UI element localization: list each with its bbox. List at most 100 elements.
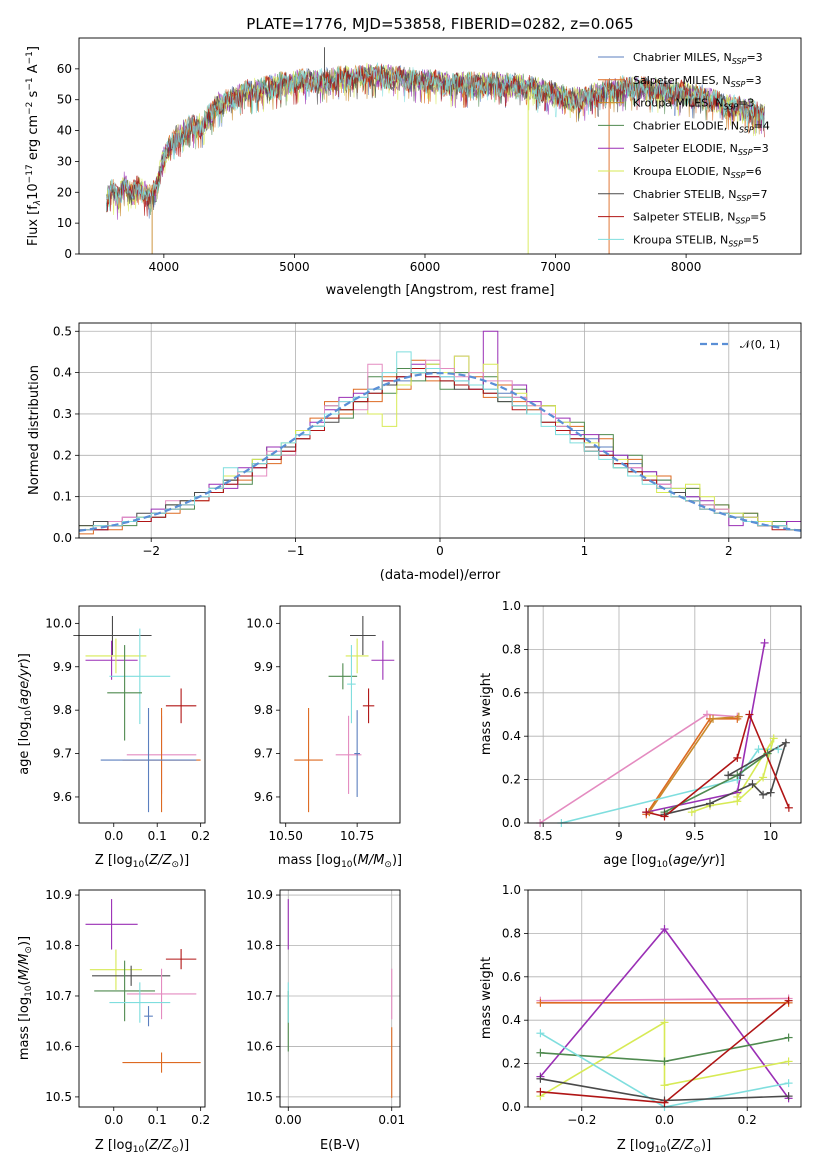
legend-entry: Chabrier ELODIE, NSSP=4: [633, 119, 770, 134]
weight_vs_age-ytick-label: 0.8: [502, 642, 521, 656]
weight_vs_Z-xtick-label: 0.0: [655, 1113, 674, 1127]
weight_vs_Z-ytick-label: 1.0: [502, 883, 521, 897]
age_vs_Z-ytick-label: 9.6: [53, 790, 72, 804]
mass_vs_EBV-xtick-label: 0.01: [378, 1113, 405, 1127]
mass-Z-xlabel: Z [log10(Z/Z⊙)]: [95, 1138, 189, 1155]
residuals-ytick-label: 0.5: [53, 324, 72, 338]
weight_vs_age-ytick-label: 0.6: [502, 686, 521, 700]
spectrum-axes: [75, 68, 687, 258]
weight_vs_age-frame: [527, 605, 802, 824]
age_vs_mass-ytick-label: 9.9: [254, 660, 273, 674]
spectrum-xtick-label: 5000: [279, 260, 310, 274]
mass_vs_EBV-ytick-label: 10.7: [246, 989, 273, 1003]
age_vs_mass-axes: [276, 622, 358, 827]
residuals-ytick-label: 0.4: [53, 366, 72, 380]
weight_vs_age-ytick-label: 0.4: [502, 729, 521, 743]
residuals-ytick-label: 0.0: [53, 531, 72, 545]
weight-line: [540, 997, 789, 1002]
mass_vs_EBV-frame: [279, 889, 401, 1108]
spectrum-ytick-label: 10: [57, 216, 72, 230]
mass_vs_Z-xtick-label: 0.1: [148, 1113, 167, 1127]
legend-entry: Salpeter STELIB, NSSP=5: [633, 211, 766, 226]
mass-Z-ylabel: mass [log10(M/M⊙)]: [17, 936, 34, 1060]
age_vs_Z-xtick-label: 0.1: [148, 829, 167, 843]
legend-entry: Kroupa ELODIE, NSSP=6: [633, 165, 762, 180]
mass-EBV-xlabel: E(B-V): [320, 1138, 360, 1153]
weight_vs_Z-ytick-label: 0.2: [502, 1057, 521, 1071]
spectrum-xtick-label: 6000: [410, 260, 441, 274]
residuals-ytick-label: 0.3: [53, 407, 72, 421]
age_vs_Z-xtick-label: 0.0: [104, 829, 123, 843]
weight_vs_age-ytick-label: 0.0: [502, 816, 521, 830]
figure-title: PLATE=1776, MJD=53858, FIBERID=0282, z=0…: [246, 15, 633, 33]
mass_vs_Z-ytick-label: 10.7: [45, 989, 72, 1003]
mass_vs_EBV-ytick-label: 10.8: [246, 939, 273, 953]
spectrum-xtick-label: 8000: [671, 260, 702, 274]
spectrum-xtick-label: 7000: [540, 260, 571, 274]
weight-age-xlabel: age [log10(age/yr)]: [603, 853, 725, 870]
spectrum-ylabel: Flux [fλ10−17 erg cm−2 s−1 A−1]: [25, 46, 43, 246]
mass_vs_EBV-xtick-label: 0.00: [275, 1113, 302, 1127]
age_vs_mass-ytick-label: 9.7: [254, 747, 273, 761]
weight_vs_age-ytick-label: 0.2: [502, 773, 521, 787]
weight_vs_age-xtick-label: 10: [763, 829, 778, 843]
weight_vs_age-ytick-label: 1.0: [502, 599, 521, 613]
mass_vs_EBV-ytick-label: 10.5: [246, 1090, 273, 1104]
residuals-xtick-label: 2: [725, 544, 733, 558]
age_vs_Z-ytick-label: 9.9: [53, 660, 72, 674]
mass_vs_Z-frame: [78, 889, 206, 1108]
age_vs_mass-ytick-label: 9.8: [254, 703, 273, 717]
legend-entry: Kroupa STELIB, NSSP=5: [633, 233, 759, 248]
mass_vs_EBV-ytick-label: 10.6: [246, 1039, 273, 1053]
mass_vs_EBV-axes: [276, 890, 400, 1111]
weight-line: [646, 712, 790, 818]
spectrum-ytick-label: 60: [57, 62, 72, 76]
spectrum-ytick-label: 0: [64, 247, 72, 261]
residuals-xtick-label: 0: [436, 544, 444, 558]
weight_vs_age-lines: [539, 642, 790, 823]
spectrum-ytick-label: 50: [57, 93, 72, 107]
weight_vs_Z-frame: [527, 889, 802, 1108]
spectrum-series-line: [106, 62, 765, 212]
legend-entry: Salpeter ELODIE, NSSP=3: [633, 142, 769, 157]
age_vs_mass-ytick-label: 10.0: [246, 616, 273, 630]
weight-line: [539, 1032, 789, 1107]
mass_vs_Z-ytick-label: 10.6: [45, 1039, 72, 1053]
age_vs_Z-frame: [78, 605, 206, 824]
spectrum-xlabel: wavelength [Angstrom, rest frame]: [326, 283, 555, 298]
legend-entry: Kroupa MILES, NSSP=3: [633, 97, 754, 112]
mass_vs_Z-ytick-label: 10.5: [45, 1090, 72, 1104]
age_vs_Z-ytick-label: 9.8: [53, 703, 72, 717]
spectrum-series-line: [106, 65, 765, 213]
weight-line: [664, 741, 788, 816]
weight_vs_age-xtick-label: 8.5: [534, 829, 553, 843]
age-Z-xlabel: Z [log10(Z/Z⊙)]: [95, 853, 189, 870]
spectrum-lines: [106, 47, 765, 254]
weight_vs_Z-ytick-label: 0.6: [502, 970, 521, 984]
mass_vs_Z-axes: [75, 894, 202, 1111]
legend-gaussian: 𝒩(0, 1): [740, 338, 780, 351]
weight_vs_age-xtick-label: 9.5: [685, 829, 704, 843]
residual-ylabel: Normed distribution: [27, 365, 42, 495]
residuals-xtick-label: 1: [581, 544, 589, 558]
mass_vs_Z-xtick-label: 0.0: [104, 1113, 123, 1127]
mass_vs_Z-ytick-label: 10.8: [45, 939, 72, 953]
residuals-xtick-label: −1: [287, 544, 305, 558]
spectrum-xtick-label: 4000: [149, 260, 180, 274]
weight-age-ylabel: mass weight: [479, 673, 494, 755]
age_vs_mass-frame: [279, 605, 401, 824]
weight_vs_Z-ytick-label: 0.4: [502, 1013, 521, 1027]
spectrum-ytick-label: 30: [57, 154, 72, 168]
weight-line: [645, 718, 738, 815]
weight-line: [691, 737, 775, 813]
age_vs_mass-ytick-label: 9.6: [254, 790, 273, 804]
age_vs_mass-xtick-label: 10.75: [340, 829, 374, 843]
weight_vs_age-xtick-label: 9: [615, 829, 623, 843]
residuals-ytick-label: 0.2: [53, 448, 72, 462]
age_vs_Z-ytick-label: 9.7: [53, 747, 72, 761]
residuals-xtick-label: −2: [142, 544, 160, 558]
legend-entry: Chabrier MILES, NSSP=3: [633, 51, 763, 66]
weight_vs_Z-ytick-label: 0.8: [502, 926, 521, 940]
age_vs_mass-xtick-label: 10.50: [269, 829, 303, 843]
